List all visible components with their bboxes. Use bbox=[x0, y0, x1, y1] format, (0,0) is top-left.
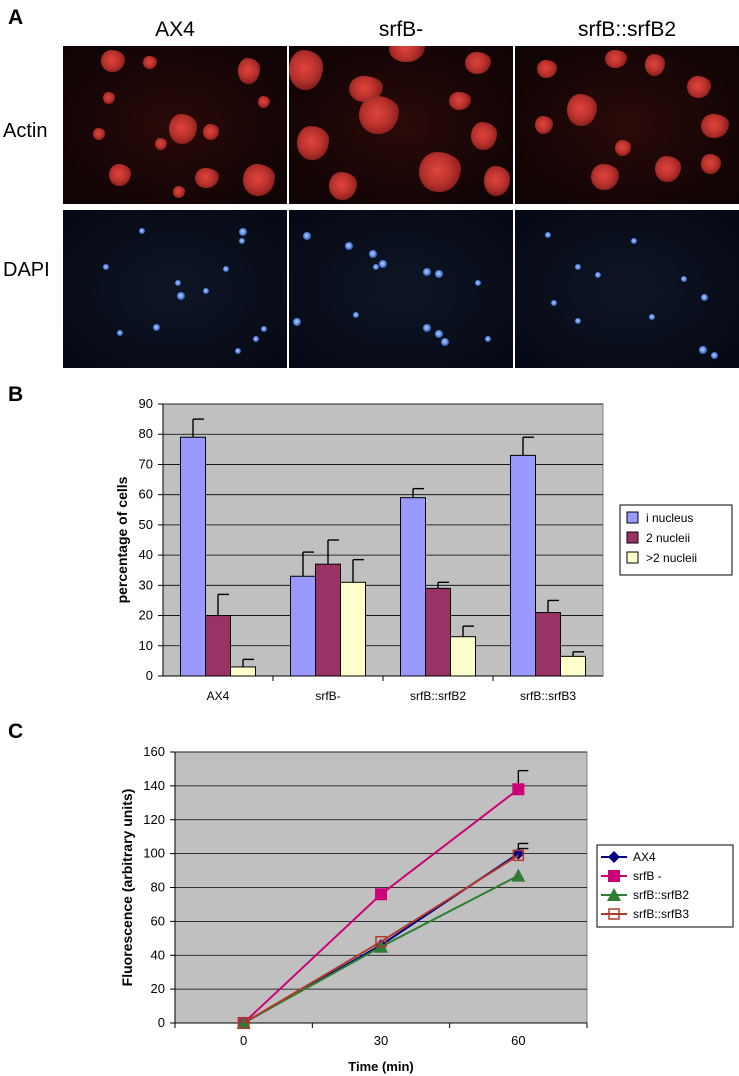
y-tick-label: 0 bbox=[158, 1015, 165, 1030]
actin-micrograph-srfb bbox=[289, 46, 513, 204]
legend-marker bbox=[608, 908, 620, 920]
legend-marker bbox=[607, 888, 621, 901]
y-tick-label: 120 bbox=[143, 812, 165, 827]
legend-label: >2 nucleii bbox=[646, 551, 697, 565]
y-tick-label: 40 bbox=[139, 547, 153, 562]
data-point bbox=[237, 1017, 250, 1029]
actin-micrograph-srfb-srfb2 bbox=[515, 46, 739, 204]
bar bbox=[560, 655, 586, 677]
legend-label: 2 nucleii bbox=[646, 531, 690, 545]
actin-micrograph-ax4 bbox=[63, 46, 287, 204]
legend-label: i nucleus bbox=[646, 511, 693, 525]
y-tick-label: 0 bbox=[146, 668, 153, 683]
row-label-dapi: DAPI bbox=[3, 259, 50, 281]
dapi-micrograph-srfb-srfb2 bbox=[515, 210, 739, 368]
data-point bbox=[511, 868, 526, 882]
y-tick-label: 20 bbox=[151, 981, 165, 996]
column-title-srfb-srfb2: srfB::srfB2 bbox=[577, 18, 677, 41]
legend-box bbox=[619, 504, 733, 576]
legend-swatch bbox=[626, 551, 639, 564]
x-tick-label: 60 bbox=[511, 1033, 525, 1048]
column-title-srfb: srfB- bbox=[378, 18, 424, 41]
x-tick-label: srfB- bbox=[315, 689, 340, 703]
bar bbox=[180, 436, 206, 677]
fluorescence-line-chart: 0 20 40 60 80 100 120 140 160 0 30 60 Time (min) Fluo… bbox=[119, 744, 734, 1074]
x-tick-label: AX4 bbox=[207, 689, 230, 703]
bar bbox=[450, 636, 476, 677]
bar bbox=[510, 454, 536, 677]
y-tick-label: 70 bbox=[139, 456, 153, 471]
bar bbox=[340, 581, 366, 677]
y-tick-label: 50 bbox=[139, 517, 153, 532]
y-tick-label: 80 bbox=[139, 426, 153, 441]
y-tick-label: 10 bbox=[139, 638, 153, 653]
x-tick-label: 0 bbox=[240, 1033, 247, 1048]
dapi-micrograph-srfb bbox=[289, 210, 513, 368]
y-tick-label: 60 bbox=[151, 913, 165, 928]
y-tick-label: 90 bbox=[139, 396, 153, 411]
y-tick-label: 60 bbox=[139, 487, 153, 502]
bar bbox=[290, 575, 316, 677]
panel-b-letter: B bbox=[8, 383, 24, 406]
y-tick-label: 160 bbox=[143, 744, 165, 759]
y-tick-label: 30 bbox=[139, 577, 153, 592]
legend-swatch bbox=[626, 531, 639, 544]
bar bbox=[230, 666, 256, 677]
x-axis-label: Time (min) bbox=[348, 1059, 414, 1074]
y-tick-label: 80 bbox=[151, 880, 165, 895]
y-axis-label: percentage of cells bbox=[114, 476, 130, 603]
bar bbox=[425, 587, 451, 677]
y-tick-label: 100 bbox=[143, 846, 165, 861]
legend-swatch bbox=[626, 511, 639, 524]
y-tick-label: 140 bbox=[143, 778, 165, 793]
series-line bbox=[243, 854, 519, 1024]
legend-label: srfB::srfB2 bbox=[633, 888, 689, 902]
x-tick-label: 30 bbox=[374, 1033, 388, 1048]
data-point bbox=[375, 935, 387, 948]
panel-c-letter: C bbox=[8, 720, 24, 743]
bar bbox=[400, 497, 426, 677]
legend-label: AX4 bbox=[633, 850, 656, 864]
bar bbox=[535, 612, 561, 677]
legend-marker bbox=[608, 851, 620, 863]
panel-a-letter: A bbox=[8, 6, 24, 29]
y-tick-label: 40 bbox=[151, 947, 165, 962]
x-tick-label: srfB::srfB3 bbox=[520, 689, 576, 703]
data-point bbox=[375, 888, 387, 901]
data-point bbox=[512, 849, 525, 862]
row-label-actin: Actin bbox=[3, 120, 48, 142]
data-point bbox=[512, 783, 525, 796]
column-title-ax4: AX4 bbox=[155, 18, 195, 41]
bar bbox=[205, 615, 231, 677]
y-axis-label: Fluorescence (arbitrary units) bbox=[119, 789, 135, 987]
dapi-micrograph-ax4 bbox=[63, 210, 287, 368]
legend-label: srfB - bbox=[633, 869, 662, 883]
x-tick-label: srfB::srfB2 bbox=[410, 689, 466, 703]
bar bbox=[315, 563, 341, 677]
y-tick-label: 20 bbox=[139, 608, 153, 623]
legend-label: srfB::srfB3 bbox=[633, 907, 689, 921]
legend-marker bbox=[608, 870, 620, 882]
